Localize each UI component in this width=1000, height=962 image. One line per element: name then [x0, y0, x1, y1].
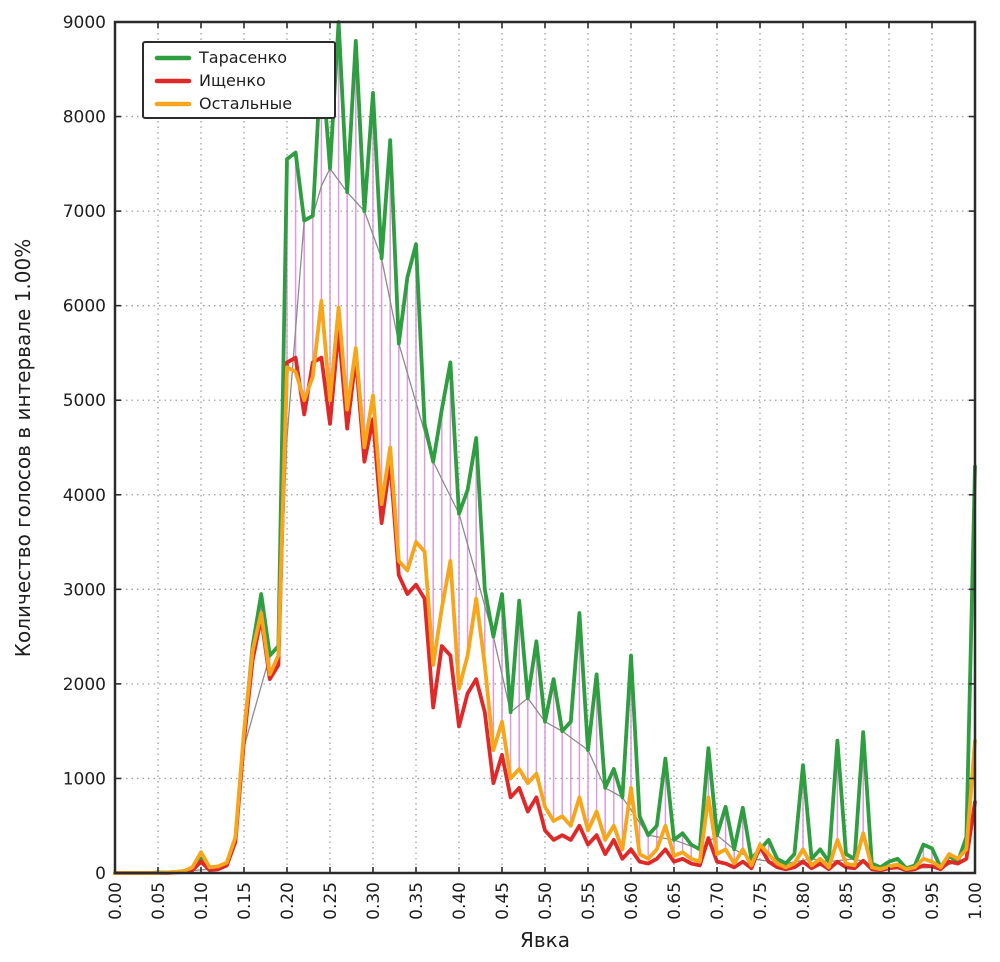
x-tick-label: 0.50 [536, 882, 556, 920]
x-tick-label: 0.40 [450, 882, 470, 920]
legend-item: Тарасенко [154, 48, 287, 67]
x-tick-label: 0.75 [751, 882, 771, 920]
x-tick-label: 0.70 [708, 882, 728, 920]
x-tick-label: 0.55 [579, 882, 599, 920]
x-tick-label: 0.15 [235, 882, 255, 920]
x-tick-label: 1.00 [966, 882, 986, 920]
axis-ticks [114, 21, 976, 874]
legend-label: Остальные [199, 94, 292, 113]
series-lines [113, 20, 977, 875]
legend-item: Ищенко [154, 71, 266, 90]
x-axis-title: Явка [520, 928, 570, 952]
y-axis-title: Количество голосов в интервале 1.00% [11, 239, 35, 657]
y-tick-label: 5000 [63, 391, 106, 411]
legend-box [142, 41, 336, 119]
x-tick-label: 0.60 [622, 882, 642, 920]
legend-item: Остальные [154, 94, 292, 113]
y-tick-label: 2000 [63, 675, 106, 695]
x-tick-label: 0.30 [364, 882, 384, 920]
y-tick-label: 9000 [63, 13, 106, 33]
y-tick-label: 0 [95, 864, 106, 884]
x-tick-label: 0.10 [192, 882, 212, 920]
grid [115, 22, 975, 873]
x-tick-label: 0.85 [837, 882, 857, 920]
y-tick-label: 3000 [63, 580, 106, 600]
y-tick-label: 7000 [63, 202, 106, 222]
legend-label: Ищенко [199, 71, 266, 90]
x-tick-label: 0.45 [493, 882, 513, 920]
x-tick-label: 0.20 [278, 882, 298, 920]
x-tick-label: 0.90 [880, 882, 900, 920]
x-tick-label: 0.25 [321, 882, 341, 920]
series-line-Тарасенко [113, 20, 977, 875]
x-tick-label: 0.65 [665, 882, 685, 920]
comb-overlay [260, 22, 976, 864]
x-tick-label: 0.80 [794, 882, 814, 920]
x-tick-label: 0.35 [407, 882, 427, 920]
x-tick-label: 0.00 [106, 882, 126, 920]
y-tick-label: 4000 [63, 486, 106, 506]
y-tick-label: 8000 [63, 108, 106, 128]
y-tick-label: 6000 [63, 297, 106, 317]
y-tick-label: 1000 [63, 769, 106, 789]
y-tick-labels: 0 1000 2000 3000 4000 5000 6000 7000 8000 9000 [63, 13, 106, 884]
series-line-Остальные [113, 299, 977, 875]
x-tick-labels: 0.00 0.05 0.10 0.15 0.20 0.25 0.30 0.35 0.40 0.45… [106, 882, 986, 920]
x-tick-label: 0.05 [149, 882, 169, 920]
legend-label: Тарасенко [198, 48, 287, 67]
legend: Тарасенко Ищенко Остальные [142, 41, 336, 119]
x-tick-label: 0.95 [923, 882, 943, 920]
